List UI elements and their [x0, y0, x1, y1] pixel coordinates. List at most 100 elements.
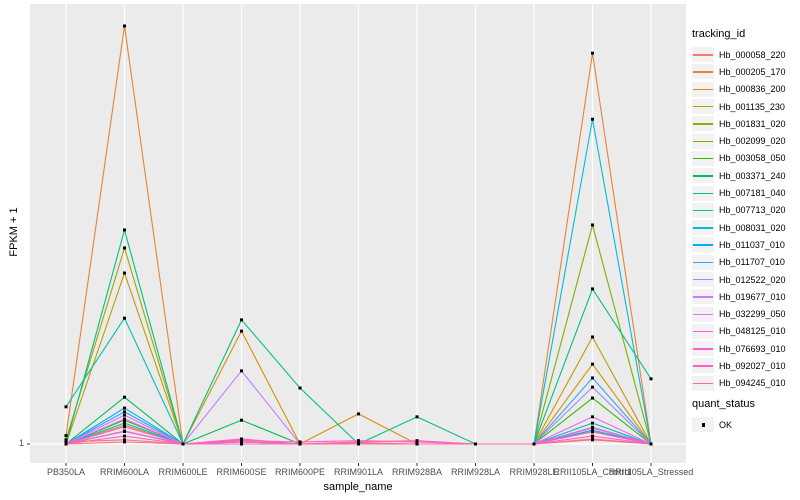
legend-quant-ok-label: OK: [719, 419, 733, 430]
legend-item-Hb_001831_020: Hb_001831_020: [692, 115, 798, 132]
point-Hb_094245_010-RRIM928LA: [474, 442, 477, 446]
legend-key-line-icon: [693, 261, 713, 264]
point-Hb_032299_050-RRIM600SE: [240, 442, 243, 446]
legend-label-Hb_000205_170: Hb_000205_170: [719, 66, 786, 77]
legend-key-Hb_048125_010: [692, 323, 714, 339]
point-Hb_094245_010-RRII105LA_Stressed: [649, 442, 653, 446]
legend-quant-status: quant_status OK: [692, 398, 798, 433]
point-Hb_003371_240-RRIM600SE: [240, 418, 243, 422]
legend-label-Hb_011037_010: Hb_011037_010: [719, 239, 785, 250]
point-Hb_011037_010-RRII105LA_Control: [591, 428, 594, 432]
legend-key-line-icon: [693, 123, 713, 125]
point-Hb_094245_010-RRIM928BA: [415, 442, 419, 446]
x-tick-label-RRIM928LE: RRIM928LE: [509, 467, 559, 477]
legend-label-Hb_076693_010: Hb_076693_010: [719, 343, 786, 354]
point-Hb_008031_020-RRIM600LA: [123, 421, 126, 425]
point-Hb_076693_010-RRIM600PE: [298, 440, 302, 444]
legend-label-Hb_048125_010: Hb_048125_010: [719, 326, 786, 337]
point-Hb_007713_020-RRII105LA_Control: [591, 421, 594, 425]
point-Hb_007181_040-RRIM600PE: [298, 386, 302, 390]
legend-key-Hb_002099_020: [692, 133, 714, 149]
legend-item-Hb_008031_020: Hb_008031_020: [692, 219, 798, 236]
point-Hb_007713_020-PB350LA: [64, 405, 68, 409]
legend-key-line-icon: [693, 88, 713, 91]
point-Hb_094245_010-RRIM901LA: [357, 442, 360, 446]
point-Hb_003058_050-RRII105LA_Control: [591, 396, 594, 400]
legend-key-line-icon: [693, 175, 713, 177]
point-Hb_094245_010-RRIM600SE: [240, 440, 243, 444]
legend-item-Hb_076693_010: Hb_076693_010: [692, 340, 798, 357]
point-Hb_092027_010-RRIM928BA: [415, 439, 419, 443]
point-Hb_019677_010-RRIM600SE: [240, 369, 243, 373]
legend-key-Hb_007181_040: [692, 185, 714, 201]
legend-label-Hb_011707_010: Hb_011707_010: [719, 257, 785, 268]
point-Hb_019677_010-RRIM600LA: [123, 413, 126, 417]
point-Hb_001831_020-PB350LA: [64, 438, 68, 442]
point-Hb_094245_010-RRIM600PE: [298, 442, 302, 446]
point-Hb_000836_200-RRII105LA_Control: [591, 362, 594, 366]
legend-key-line-icon: [693, 192, 713, 194]
legend-key-line-icon: [693, 54, 713, 56]
point-Hb_000836_200-RRIM600SE: [240, 329, 243, 333]
legend-item-Hb_003058_050: Hb_003058_050: [692, 150, 798, 167]
legend-key-line-icon: [693, 71, 713, 73]
legend-tracking-id-items: Hb_000058_220 Hb_000205_170 Hb_000836_200 H…: [692, 46, 798, 392]
legend-key-line-icon: [693, 279, 713, 281]
point-Hb_001831_020-RRIM600LA: [123, 246, 126, 250]
point-Hb_011037_010-RRIM600LA: [123, 406, 126, 410]
x-tick-label-RRIM600SE: RRIM600SE: [216, 467, 267, 477]
point-Hb_076693_010-RRIM600LA: [123, 429, 126, 433]
x-tick-label-RRIM600PE: RRIM600PE: [274, 467, 326, 477]
x-tick-label-RRIM901LA: RRIM901LA: [333, 467, 384, 477]
point-Hb_000836_200-RRIM600LA: [123, 423, 126, 427]
legend-key-line-icon: [693, 365, 713, 367]
legend-item-Hb_012522_020: Hb_012522_020: [692, 271, 798, 288]
point-Hb_076693_010-RRII105LA_Control: [591, 430, 594, 434]
legend-tracking-id-title: tracking_id: [692, 28, 746, 40]
legend-label-Hb_007713_020: Hb_007713_020: [719, 205, 786, 216]
legend-item-Hb_094245_010: Hb_094245_010: [692, 375, 798, 392]
legend-key-Hb_019677_010: [692, 289, 714, 305]
x-tick-label-PB350LA: PB350LA: [46, 467, 86, 477]
legend-key-Hb_011037_010: [692, 237, 714, 253]
legend-tracking-id: tracking_id Hb_000058_220 Hb_000205_170 Hb…: [692, 28, 798, 392]
legend-label-Hb_032299_050: Hb_032299_050: [719, 309, 786, 320]
legend-key-line-icon: [693, 157, 713, 160]
point-Hb_007181_040-RRIM600SE: [240, 318, 243, 322]
legend-key-line-icon: [693, 348, 713, 350]
legend-label-Hb_012522_020: Hb_012522_020: [719, 274, 786, 285]
point-Hb_032299_050-RRII105LA_Control: [591, 415, 594, 419]
point-Hb_000058_220-RRIM600LA: [123, 440, 126, 444]
legend-key-line-icon: [693, 330, 713, 333]
legend-label-Hb_003058_050: Hb_003058_050: [719, 153, 786, 164]
legend-label-Hb_001135_230: Hb_001135_230: [719, 101, 785, 112]
legend-label-Hb_003371_240: Hb_003371_240: [719, 170, 786, 181]
legend-quant-status-title: quant_status: [692, 398, 755, 410]
x-tick-label-RRII105LA_Control: RRII105LA_Control: [553, 467, 632, 477]
legend-label-Hb_094245_010: Hb_094245_010: [719, 378, 786, 389]
legend-item-Hb_001135_230: Hb_001135_230: [692, 98, 798, 115]
legend-item-Hb_000205_170: Hb_000205_170: [692, 63, 798, 80]
ok-point-icon: [701, 423, 705, 427]
x-tick-label-RRIM600LA: RRIM600LA: [99, 467, 150, 477]
point-Hb_094245_010-RRIM928LE: [532, 442, 536, 446]
point-Hb_007181_040-RRIM600LA: [123, 228, 126, 232]
point-Hb_000205_170-RRIM600LA: [123, 24, 126, 28]
point-Hb_007181_040-RRIM928BA: [415, 415, 419, 419]
y-tick-label: 1: [18, 438, 24, 448]
legend-key-Hb_003058_050: [692, 150, 714, 166]
legend-label-Hb_019677_010: Hb_019677_010: [719, 291, 786, 302]
legend-key-Hb_011707_010: [692, 254, 714, 270]
point-Hb_094245_010-PB350LA: [64, 440, 68, 444]
legend-key-Hb_094245_010: [692, 375, 714, 391]
legend-item-Hb_048125_010: Hb_048125_010: [692, 323, 798, 340]
legend-item-Hb_007181_040: Hb_007181_040: [692, 184, 798, 201]
point-Hb_094245_010-RRII105LA_Control: [591, 438, 594, 442]
y-axis-title: FPKM + 1: [8, 207, 20, 257]
legend-item-Hb_092027_010: Hb_092027_010: [692, 357, 798, 374]
legend-label-Hb_000836_200: Hb_000836_200: [719, 84, 786, 95]
legend-key-Hb_032299_050: [692, 306, 714, 322]
legend-key-Hb_003371_240: [692, 168, 714, 184]
